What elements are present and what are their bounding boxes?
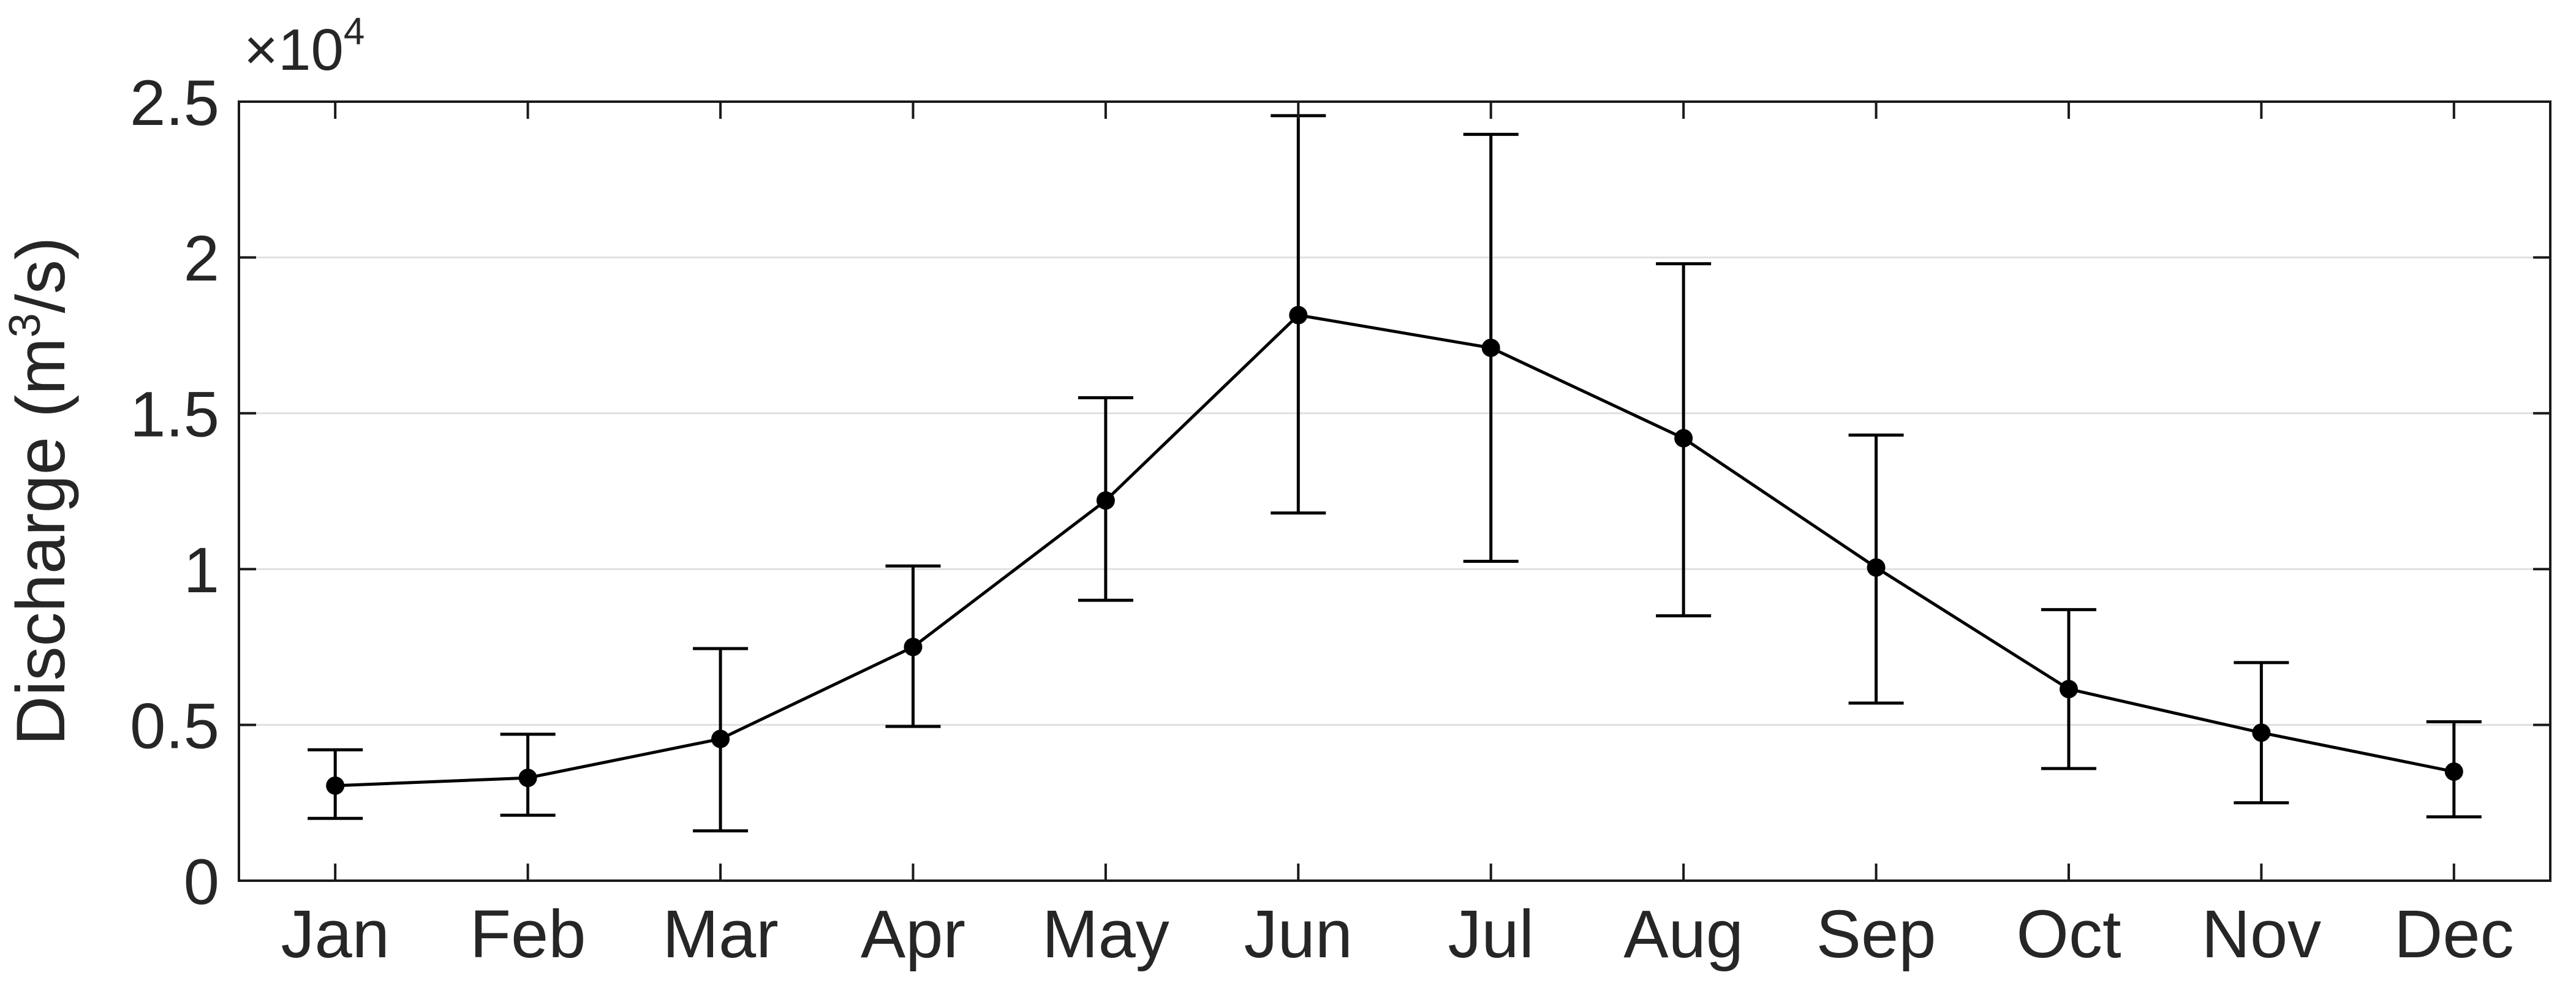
data-marker (518, 769, 537, 788)
x-tick-label: Feb (470, 897, 586, 972)
x-tick-label: Oct (2016, 897, 2121, 972)
y-axis-label: Discharge (m3/s) (1, 237, 79, 745)
x-tick-label: Nov (2202, 897, 2322, 972)
y-tick-label: 0.5 (130, 690, 219, 762)
data-marker (1481, 338, 1500, 357)
x-tick-label: Sep (1816, 897, 1936, 972)
y-tick-label: 2.5 (130, 67, 219, 139)
x-tick-label: Aug (1623, 897, 1743, 972)
x-tick-label: Jul (1448, 897, 1534, 972)
plot-border (238, 100, 2551, 882)
x-tick-label: May (1042, 897, 1169, 972)
x-tick-label: Mar (662, 897, 778, 972)
y-tick-label: 1.5 (130, 379, 219, 451)
x-tick-label: Dec (2394, 897, 2514, 972)
y-tick-label: 2 (184, 223, 219, 295)
data-marker (2444, 762, 2463, 781)
data-line (335, 313, 2455, 788)
data-marker (2252, 723, 2271, 742)
data-marker (904, 638, 923, 657)
data-marker (2059, 680, 2078, 699)
axis-exponent-label: ×104 (244, 10, 364, 83)
y-tick-label: 0 (184, 846, 219, 918)
x-tick-label: Apr (861, 897, 965, 972)
data-marker (1289, 306, 1308, 325)
data-marker (326, 776, 345, 795)
x-tick-label: Jun (1244, 897, 1353, 972)
y-tick-label: 1 (184, 535, 219, 606)
data-marker (711, 729, 730, 748)
data-marker (1674, 429, 1693, 448)
data-marker (1096, 491, 1115, 510)
x-tick-label: Jan (281, 897, 390, 972)
data-marker (1867, 558, 1886, 577)
